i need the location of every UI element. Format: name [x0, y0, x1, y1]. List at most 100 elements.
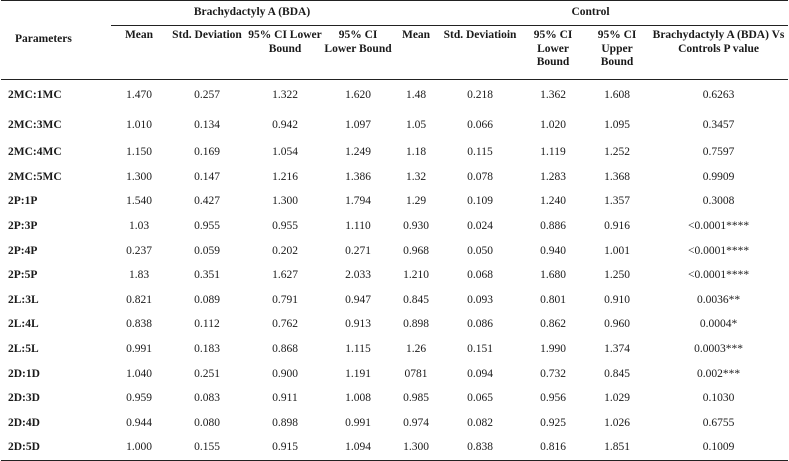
table-cell: <0.0001****	[687, 244, 750, 257]
table-cell: 0.947	[345, 293, 371, 306]
row-label: 2MC:5MC	[8, 170, 62, 183]
table-cell: 0.816	[540, 441, 566, 454]
table-cell: 0.183	[194, 343, 220, 356]
table-cell: 1.362	[540, 89, 566, 101]
table-cell: 0.134	[194, 119, 220, 131]
table-cell: 0.956	[540, 392, 566, 405]
table-cell: 0.9909	[702, 170, 735, 183]
table-row: 2D:4D 0.944 0.080 0.898 0.991 0.974 0.082 0.925…	[1, 411, 788, 436]
table-cell: 0.080	[194, 416, 220, 429]
table-cell: 0.838	[467, 441, 493, 454]
table-cell: 0.910	[604, 293, 630, 306]
table-cell: 0.942	[272, 119, 298, 131]
table-cell: 1.620	[345, 89, 371, 101]
table-cell: 0.024	[467, 220, 493, 233]
table-cell: 1.040	[126, 367, 152, 380]
table-cell: <0.0001****	[687, 269, 750, 282]
table-cell: 0.916	[604, 220, 630, 233]
column-header: Std. Deviatioin	[439, 25, 522, 80]
table-cell: 1.029	[604, 392, 630, 405]
table-cell: 1.216	[272, 170, 298, 183]
row-label: 2MC:4MC	[8, 146, 62, 159]
table-row: 2D:1D 1.040 0.251 0.900 1.191 0781 0.094 0.732 0…	[1, 361, 788, 386]
table-cell: 1.095	[604, 119, 630, 131]
table-cell: 0.082	[467, 416, 493, 429]
table-cell: 0.112	[194, 318, 220, 331]
column-header: Std. Deviation	[167, 25, 247, 80]
table-row: 2D:5D 1.000 0.155 0.915 1.094 1.300 0.838 0.816…	[1, 435, 789, 461]
table-cell: 0.086	[467, 318, 493, 331]
table-cell: 1.540	[126, 195, 152, 208]
table-cell: 1.300	[403, 441, 429, 454]
table-row: 2L:3L 0.821 0.089 0.791 0.947 0.845 0.093 0.801…	[1, 288, 788, 313]
table-cell: 0.886	[540, 220, 566, 233]
table-cell: 0.065	[467, 392, 493, 405]
table-cell: 0.155	[194, 441, 220, 454]
table-cell: 0.066	[467, 119, 493, 131]
row-label: 2D:4D	[8, 416, 40, 429]
table-cell: 1.150	[126, 146, 152, 159]
row-label: 2MC:3MC	[8, 119, 62, 131]
table-cell: 0.955	[272, 220, 298, 233]
table-cell: 0781	[404, 367, 428, 380]
table-cell: 0.6755	[702, 416, 735, 429]
table-cell: 0.991	[345, 416, 371, 429]
table-cell: 1.48	[405, 89, 427, 101]
row-label: 2MC:1MC	[8, 89, 62, 101]
table-cell: 1.18	[405, 146, 427, 159]
table-cell: 0.940	[540, 244, 566, 257]
table-cell: 0.7597	[702, 146, 735, 159]
table-row: 2MC:3MC 1.010 0.134 0.942 1.097 1.05 0.066 1.02…	[1, 110, 788, 140]
table-cell: 0.083	[194, 392, 220, 405]
table-cell: 1.026	[604, 416, 630, 429]
table-cell: 0.6263	[702, 89, 735, 101]
table-cell: 1.322	[272, 89, 298, 101]
table-cell: 0.838	[126, 318, 152, 331]
table-cell: 0.0036**	[696, 293, 741, 306]
table-cell: 1.03	[128, 220, 150, 233]
table-cell: 1.374	[604, 343, 630, 356]
table-cell: 1.283	[540, 170, 566, 183]
table-cell: 0.913	[345, 318, 371, 331]
row-label: 2P:3P	[8, 220, 38, 233]
column-header: 95% CI Upper Bound	[585, 25, 650, 80]
table-cell: 1.020	[540, 119, 566, 131]
table-cell: 0.0003***	[694, 343, 743, 356]
row-label: 2D:3D	[8, 392, 40, 405]
column-header: Mean	[393, 25, 440, 80]
table-cell: 0.900	[272, 367, 298, 380]
table-cell: 0.089	[194, 293, 220, 306]
table-cell: 0.821	[126, 293, 152, 306]
table-row: 2L:4L 0.838 0.112 0.762 0.913 0.898 0.086 0.862…	[1, 312, 788, 337]
bda-group-header: Brachydactyly A (BDA)	[111, 0, 394, 26]
table-cell: 1.252	[604, 146, 630, 159]
table-cell: 0.093	[467, 293, 493, 306]
table-cell: 1.191	[345, 367, 371, 380]
row-label: 2D:5D	[8, 441, 40, 454]
table-cell: 0.959	[126, 392, 152, 405]
column-header: Brachydactyly A (BDA) Vs Controls P valu…	[649, 25, 789, 80]
table-cell: 1.054	[272, 146, 298, 159]
table-cell: 1.83	[128, 269, 150, 282]
table-cell: 0.094	[467, 367, 493, 380]
table-cell: 0.960	[604, 318, 630, 331]
table-cell: 1.300	[272, 195, 298, 208]
control-group-header: Control	[393, 0, 789, 26]
table-cell: 0.0004*	[699, 318, 738, 331]
table-cell: 1.110	[345, 220, 371, 233]
table-cell: 0.801	[540, 293, 566, 306]
table-row: 2P:3P 1.03 0.955 0.955 1.110 0.930 0.024 0.886 0…	[1, 214, 788, 239]
table-cell: 0.059	[194, 244, 220, 257]
table-cell: 0.898	[403, 318, 429, 331]
row-label: 2L:3L	[8, 293, 39, 306]
table-cell: 0.1009	[702, 441, 735, 454]
table-cell: 1.05	[405, 119, 427, 131]
table-cell: 0.845	[604, 367, 630, 380]
table-cell: 0.915	[272, 441, 298, 454]
table-cell: 1.627	[272, 269, 298, 282]
table-body: 2MC:1MC 1.470 0.257 1.322 1.620 1.48 0.218 1.36…	[1, 80, 789, 461]
table-cell: 0.944	[126, 416, 152, 429]
table-cell: 1.680	[540, 269, 566, 282]
